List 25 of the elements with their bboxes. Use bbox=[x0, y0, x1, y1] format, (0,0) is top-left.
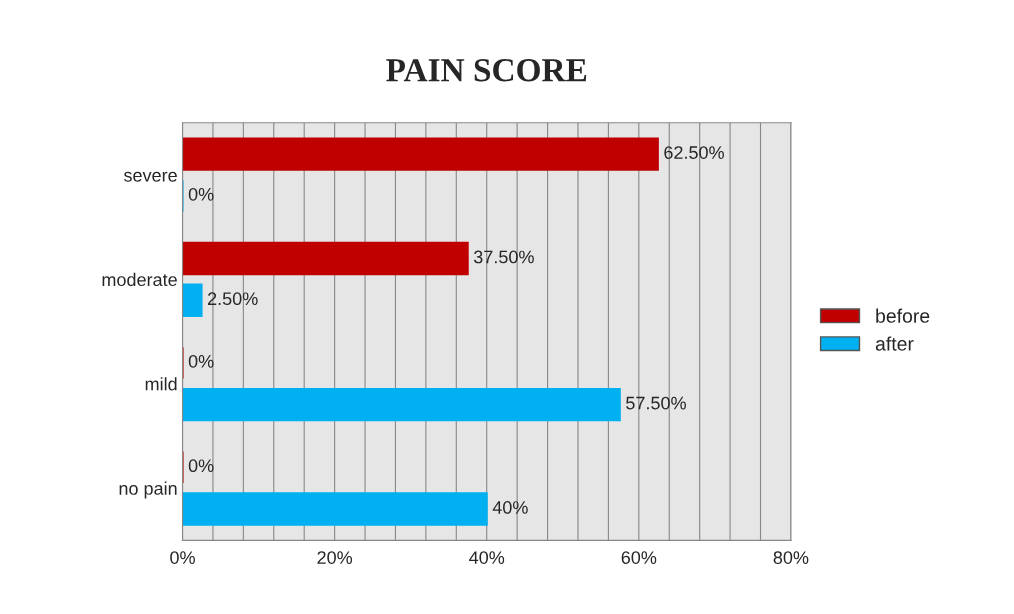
bar bbox=[182, 283, 203, 317]
data-label: 62.50% bbox=[664, 146, 724, 159]
data-label: 0% bbox=[188, 354, 214, 368]
bar bbox=[182, 241, 469, 276]
bar bbox=[182, 492, 488, 526]
x-tick-label: 40% bbox=[469, 551, 505, 564]
y-tick-label: moderate bbox=[102, 272, 177, 287]
chart-title: PAIN SCORE bbox=[386, 59, 587, 82]
x-tick-label: 60% bbox=[621, 551, 657, 564]
data-label: 0% bbox=[188, 459, 214, 473]
x-tick-label: 80% bbox=[773, 551, 809, 564]
y-tick-label: severe bbox=[123, 171, 177, 182]
x-tick-label: 20% bbox=[317, 551, 353, 564]
data-label: 37.50% bbox=[473, 250, 534, 264]
legend-label: before bbox=[876, 308, 930, 323]
data-label: 57.50% bbox=[626, 396, 686, 410]
y-tick-label: mild bbox=[145, 377, 177, 391]
y-tick-label: no pain bbox=[119, 481, 177, 499]
x-tick-label: 0% bbox=[170, 551, 195, 564]
data-label: 40% bbox=[492, 501, 528, 514]
bar bbox=[182, 387, 621, 422]
data-label: 0% bbox=[188, 187, 214, 201]
data-label: 2.50% bbox=[208, 292, 258, 306]
bar bbox=[182, 137, 659, 171]
legend-label: after bbox=[875, 336, 914, 351]
